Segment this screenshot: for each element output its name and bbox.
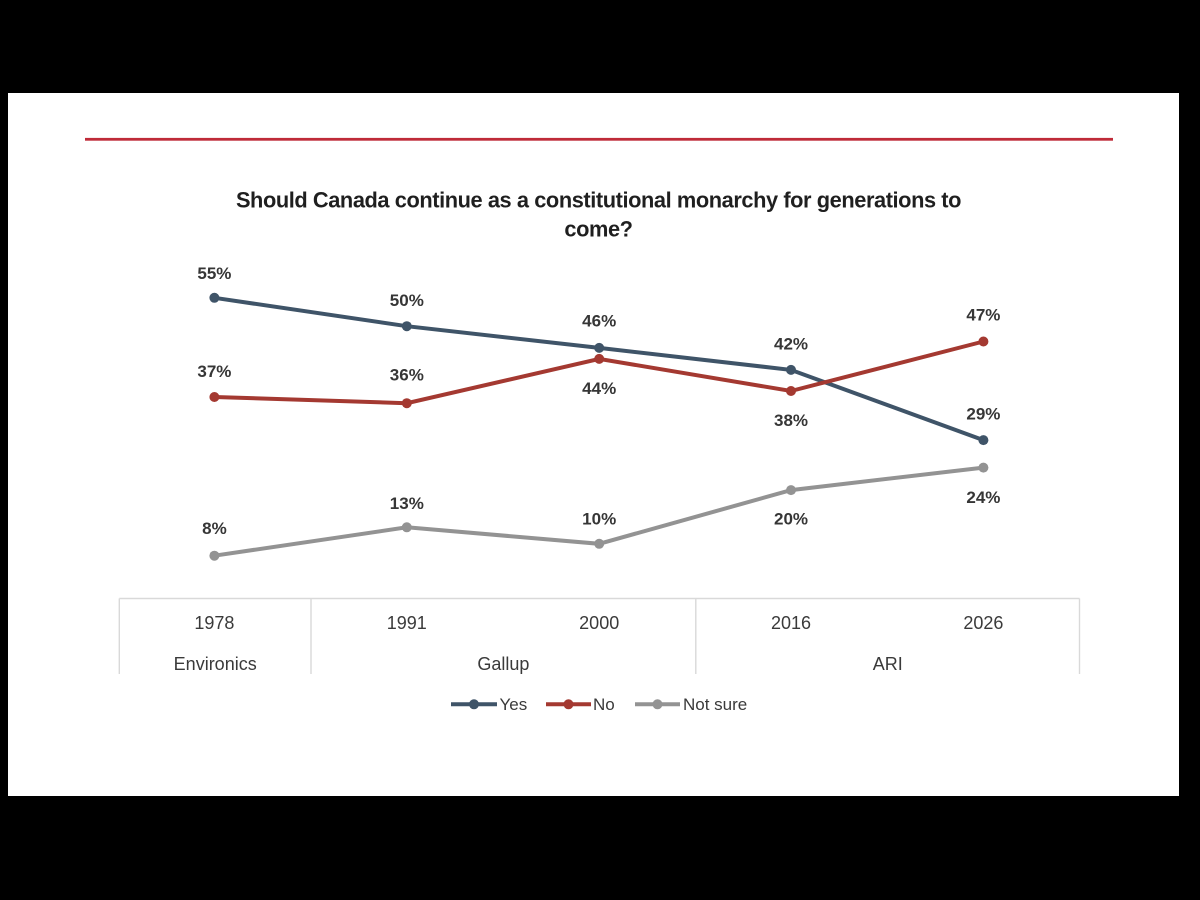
svg-text:29%: 29% <box>966 405 1000 424</box>
svg-text:55%: 55% <box>197 264 231 283</box>
svg-text:2000: 2000 <box>579 613 619 633</box>
svg-text:1991: 1991 <box>387 613 427 633</box>
svg-text:Should Canada continue as a co: Should Canada continue as a constitution… <box>236 188 961 213</box>
svg-text:Gallup: Gallup <box>477 654 529 674</box>
svg-text:38%: 38% <box>774 411 808 430</box>
svg-text:42%: 42% <box>774 335 808 354</box>
svg-text:ARI: ARI <box>873 654 903 674</box>
svg-text:37%: 37% <box>197 362 231 381</box>
svg-text:47%: 47% <box>966 306 1000 325</box>
svg-text:Not sure: Not sure <box>683 695 747 714</box>
svg-text:50%: 50% <box>390 291 424 310</box>
svg-text:1978: 1978 <box>194 613 234 633</box>
svg-text:2026: 2026 <box>963 613 1003 633</box>
svg-text:20%: 20% <box>774 510 808 529</box>
svg-text:44%: 44% <box>582 379 616 398</box>
svg-text:24%: 24% <box>966 488 1000 507</box>
svg-text:46%: 46% <box>582 312 616 331</box>
svg-text:2016: 2016 <box>771 613 811 633</box>
svg-text:8%: 8% <box>202 519 227 538</box>
svg-text:No: No <box>593 695 615 714</box>
svg-text:Environics: Environics <box>174 654 257 674</box>
svg-text:Yes: Yes <box>500 695 528 714</box>
svg-text:10%: 10% <box>582 509 616 528</box>
svg-text:come?: come? <box>564 217 632 242</box>
svg-text:36%: 36% <box>390 366 424 385</box>
svg-text:13%: 13% <box>390 494 424 513</box>
